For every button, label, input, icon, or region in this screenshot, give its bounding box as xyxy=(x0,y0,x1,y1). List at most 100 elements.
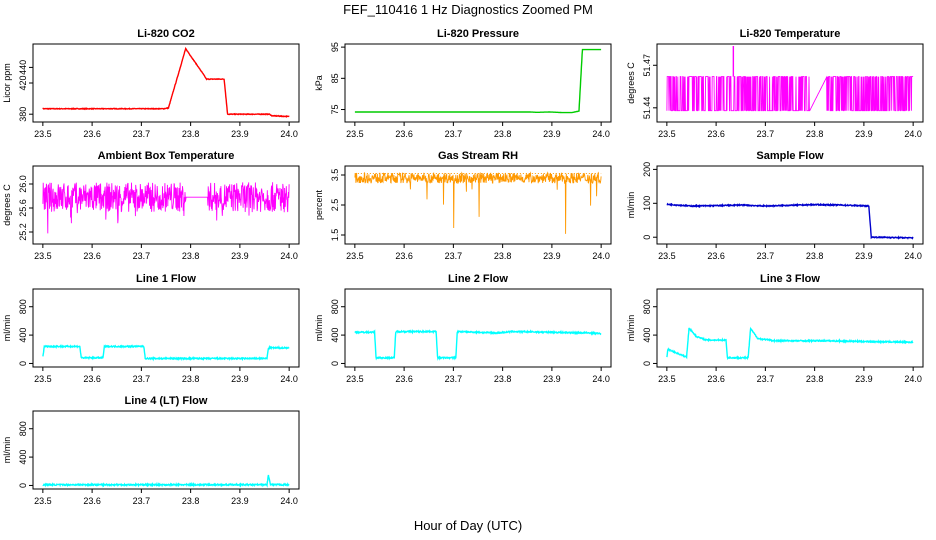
y-axis-label: degrees C xyxy=(626,62,636,104)
panel-title: Line 2 Flow xyxy=(448,273,508,285)
y-tick-label: 200 xyxy=(642,162,652,177)
x-tick-label: 23.5 xyxy=(34,251,52,261)
plot-frame xyxy=(344,43,612,123)
x-tick-label: 23.8 xyxy=(182,129,200,139)
y-tick-label: 0 xyxy=(642,235,652,240)
y-tick-label: 400 xyxy=(18,328,28,343)
y-tick-label: 25.2 xyxy=(18,223,28,241)
x-tick-label: 24.0 xyxy=(280,496,298,506)
x-tick-label: 24.0 xyxy=(592,374,610,384)
x-tick-label: 24.0 xyxy=(592,251,610,261)
panel-title: Sample Flow xyxy=(756,150,824,162)
panel-2: Li-820 Temperature 23.5 23.6 23.7 23.8 23.9 24… xyxy=(626,28,924,139)
y-tick-label: 1.5 xyxy=(330,229,340,242)
x-tick-label: 23.6 xyxy=(707,129,725,139)
y-axis-label: ml/min xyxy=(626,315,636,342)
y-tick-label: 25.6 xyxy=(18,199,28,217)
y-tick-label: 400 xyxy=(642,328,652,343)
panel-title: Li-820 Temperature xyxy=(740,28,841,40)
x-tick-label: 23.8 xyxy=(806,374,824,384)
figure-x-axis-label: Hour of Day (UTC) xyxy=(413,518,523,533)
x-tick-label: 23.7 xyxy=(133,129,151,139)
x-tick-label: 24.0 xyxy=(280,251,298,261)
x-tick-label: 24.0 xyxy=(592,129,610,139)
y-tick-label: 0 xyxy=(18,361,28,366)
plot-frame xyxy=(32,288,300,368)
panel-3: Ambient Box Temperature 23.5 23.6 23.7 23.8 2… xyxy=(2,150,300,261)
panel-title: Li-820 CO2 xyxy=(137,28,194,40)
y-axis-label: ml/min xyxy=(2,315,12,342)
panel-title: Gas Stream RH xyxy=(438,150,518,162)
x-tick-label: 23.5 xyxy=(658,374,676,384)
x-tick-label: 23.8 xyxy=(806,129,824,139)
y-tick-label: 3.5 xyxy=(330,169,340,182)
x-tick-label: 23.6 xyxy=(395,251,413,261)
panel-4: Gas Stream RH 23.5 23.6 23.7 23.8 23.9 24.0 1.5… xyxy=(314,150,612,261)
y-axis-label: ml/min xyxy=(2,437,12,464)
panel-1: Li-820 Pressure 23.5 23.6 23.7 23.8 23.9 24.0 7… xyxy=(314,28,612,139)
x-tick-label: 23.7 xyxy=(445,374,463,384)
x-tick-label: 23.8 xyxy=(494,251,512,261)
x-tick-label: 23.5 xyxy=(34,374,52,384)
x-tick-label: 23.7 xyxy=(133,374,151,384)
x-tick-label: 23.9 xyxy=(543,251,561,261)
x-tick-label: 23.9 xyxy=(855,129,873,139)
x-tick-label: 23.7 xyxy=(757,374,775,384)
x-tick-label: 23.9 xyxy=(231,496,249,506)
x-tick-label: 23.9 xyxy=(543,129,561,139)
plot-frame xyxy=(32,43,300,123)
series-line xyxy=(666,326,914,361)
panel-5: Sample Flow 23.5 23.6 23.7 23.8 23.9 24.0 0 100 2… xyxy=(626,150,924,261)
y-tick-label: 0 xyxy=(642,361,652,366)
x-tick-label: 23.5 xyxy=(658,129,676,139)
series-line xyxy=(354,171,602,234)
x-tick-label: 23.7 xyxy=(445,129,463,139)
y-tick-label: 95 xyxy=(330,42,340,52)
series-line xyxy=(666,75,914,112)
x-tick-label: 23.9 xyxy=(855,374,873,384)
y-tick-label: 100 xyxy=(642,196,652,211)
y-tick-label: 2.5 xyxy=(330,199,340,212)
y-axis-label: ml/min xyxy=(314,315,324,342)
x-tick-label: 23.6 xyxy=(707,251,725,261)
panel-title: Line 4 (LT) Flow xyxy=(125,395,208,407)
x-tick-label: 23.5 xyxy=(346,251,364,261)
y-tick-label: 800 xyxy=(330,299,340,314)
y-axis-label: kPa xyxy=(314,75,324,91)
x-tick-label: 23.8 xyxy=(494,374,512,384)
x-tick-label: 24.0 xyxy=(904,374,922,384)
series-line xyxy=(42,46,290,118)
x-tick-label: 23.9 xyxy=(543,374,561,384)
x-tick-label: 23.6 xyxy=(83,129,101,139)
x-tick-label: 23.8 xyxy=(806,251,824,261)
y-tick-label: 26.0 xyxy=(18,175,28,193)
x-tick-label: 23.5 xyxy=(346,374,364,384)
x-tick-label: 23.5 xyxy=(658,251,676,261)
series-line xyxy=(354,328,602,361)
panel-7: Line 2 Flow 23.5 23.6 23.7 23.8 23.9 24.0 0 400 8… xyxy=(314,273,612,384)
x-tick-label: 23.7 xyxy=(133,251,151,261)
plot-frame xyxy=(656,43,924,123)
panel-6: Line 1 Flow 23.5 23.6 23.7 23.8 23.9 24.0 0 400 8… xyxy=(2,273,300,384)
y-axis-label: Licor ppm xyxy=(2,63,12,103)
panel-title: Li-820 Pressure xyxy=(437,28,519,40)
x-tick-label: 23.7 xyxy=(757,129,775,139)
series-line xyxy=(42,474,290,488)
y-tick-label: 800 xyxy=(18,299,28,314)
panel-9: Line 4 (LT) Flow 23.5 23.6 23.7 23.8 23.9 24.0… xyxy=(2,395,300,506)
plot-frame xyxy=(344,288,612,368)
y-tick-label: 51.47 xyxy=(642,54,652,77)
series-line xyxy=(42,343,290,362)
y-tick-label: 440 xyxy=(18,60,28,75)
series-line xyxy=(42,182,290,234)
y-tick-label: 51.44 xyxy=(642,97,652,120)
x-tick-label: 23.9 xyxy=(231,374,249,384)
panel-8: Line 3 Flow 23.5 23.6 23.7 23.8 23.9 24.0 0 400 8… xyxy=(626,273,924,384)
x-tick-label: 23.6 xyxy=(395,129,413,139)
x-tick-label: 23.5 xyxy=(34,129,52,139)
y-tick-label: 400 xyxy=(330,328,340,343)
y-tick-label: 800 xyxy=(642,299,652,314)
y-tick-label: 380 xyxy=(18,107,28,122)
y-tick-label: 85 xyxy=(330,73,340,83)
